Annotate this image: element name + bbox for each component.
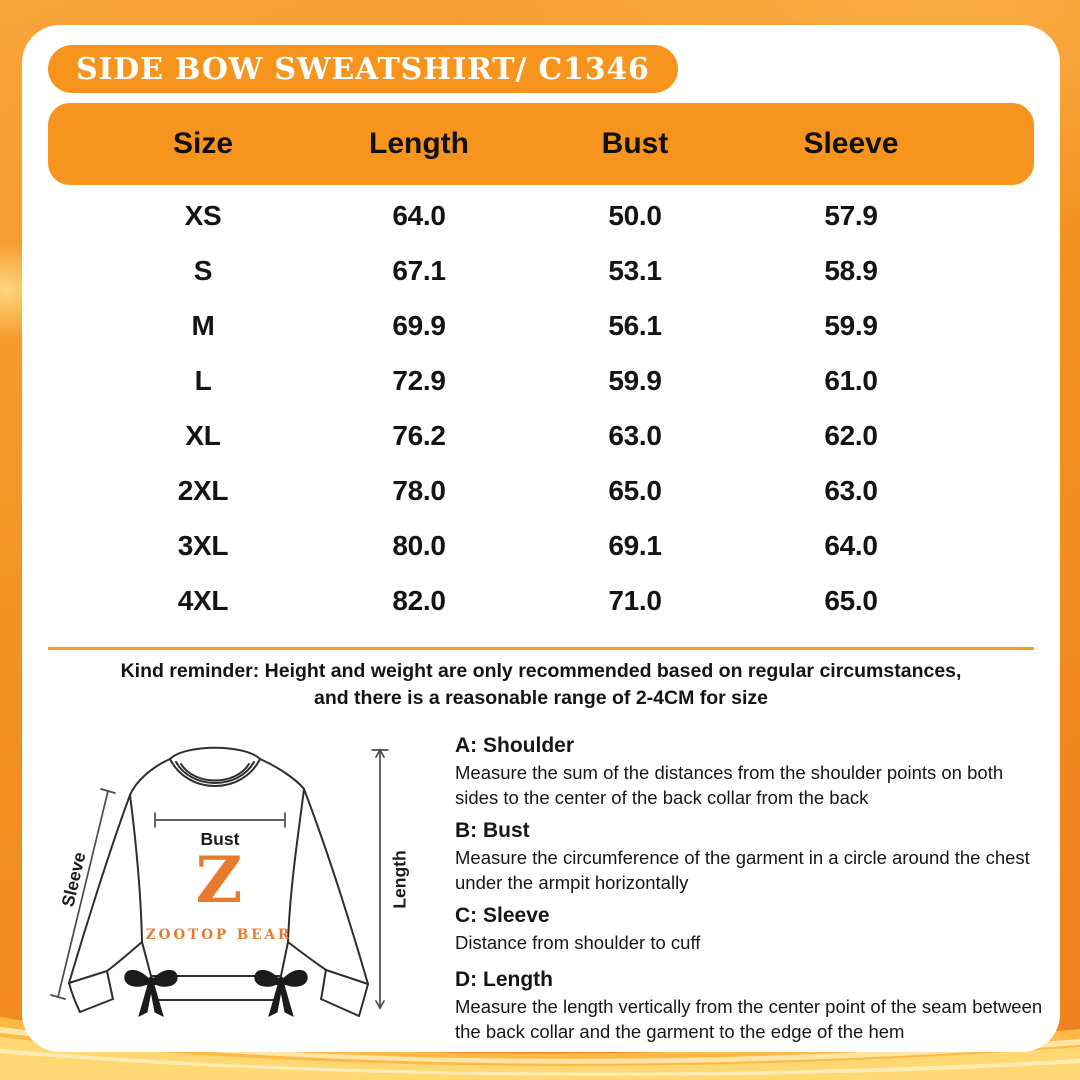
sleeve-cell: 63.0 <box>824 474 878 506</box>
guide-body: Measure the circumference of the garment… <box>455 847 1030 893</box>
guide-block-shoulder: A: Shoulder Measure the sum of the dista… <box>455 733 1047 810</box>
size-cell: L <box>194 364 212 396</box>
length-cell: 78.0 <box>392 474 446 506</box>
guide-body: Distance from shoulder to cuff <box>455 932 701 953</box>
measurement-guide: A: Shoulder Measure the sum of the dista… <box>455 733 1047 1052</box>
table-row: M 69.9 56.1 59.9 <box>48 298 1034 353</box>
bust-cell: 65.0 <box>608 474 662 506</box>
guide-body: Measure the length vertically from the c… <box>455 996 1043 1042</box>
orange-divider-line <box>48 647 1034 650</box>
zootop-bear-monogram-icon: Z <box>195 843 243 918</box>
sleeve-cell: 64.0 <box>824 529 878 561</box>
guide-heading: D: Length <box>455 968 553 991</box>
table-row: XS 64.0 50.0 57.9 <box>48 188 1034 243</box>
column-header-sleeve: Sleeve <box>803 127 899 160</box>
guide-body: Measure the sum of the distances from th… <box>455 762 1004 808</box>
table-row: 3XL 80.0 69.1 64.0 <box>48 518 1034 573</box>
product-title-badge: SIDE BOW SWEATSHIRT/ C1346 <box>48 45 678 93</box>
length-cell: 72.9 <box>392 364 446 396</box>
sleeve-cell: 61.0 <box>824 364 878 396</box>
size-cell: S <box>193 254 213 286</box>
size-cell: 3XL <box>177 529 229 561</box>
guide-heading: B: Bust <box>455 819 530 842</box>
size-cell: 2XL <box>177 474 229 506</box>
size-table-header-row: Size Length Bust Sleeve <box>48 103 1034 185</box>
sweatshirt-outline-svg <box>50 746 389 1017</box>
length-cell: 69.9 <box>392 309 446 341</box>
bust-dimension-label: Bust <box>200 829 240 849</box>
table-row: XL 76.2 63.0 62.0 <box>48 408 1034 463</box>
table-row: S 67.1 53.1 58.9 <box>48 243 1034 298</box>
column-header-bust: Bust <box>601 127 669 160</box>
guide-heading: A: Shoulder <box>455 734 574 757</box>
size-chart-card: SIDE BOW SWEATSHIRT/ C1346 Size Length B… <box>22 25 1060 1052</box>
kind-reminder-text: Kind reminder: Height and weight are onl… <box>22 658 1060 712</box>
length-cell: 76.2 <box>392 419 446 451</box>
length-cell: 67.1 <box>392 254 446 286</box>
guide-block-sleeve: C: Sleeve Distance from shoulder to cuff <box>455 903 1047 955</box>
background-waves-decoration <box>0 1017 1080 1080</box>
length-cell: 82.0 <box>392 584 446 616</box>
column-header-size: Size <box>172 127 234 160</box>
size-cell: XL <box>185 419 221 451</box>
guide-block-bust: B: Bust Measure the circumference of the… <box>455 818 1047 895</box>
size-cell: XS <box>184 199 222 231</box>
length-cell: 64.0 <box>392 199 446 231</box>
size-cell: M <box>191 309 215 341</box>
bust-cell: 63.0 <box>608 419 662 451</box>
sleeve-cell: 62.0 <box>824 419 878 451</box>
size-cell: 4XL <box>177 584 229 616</box>
sleeve-cell: 57.9 <box>824 199 878 231</box>
size-table-body: XS 64.0 50.0 57.9 S 67.1 53.1 58.9 M 69.… <box>48 188 1034 628</box>
kind-reminder-line2: and there is a reasonable range of 2-4CM… <box>313 687 769 709</box>
bust-cell: 69.1 <box>608 529 662 561</box>
sweatshirt-measurement-diagram: Bust Sleeve Length Z ZOOTOP BEAR <box>30 737 440 1052</box>
guide-block-length: D: Length Measure the length vertically … <box>455 967 1047 1044</box>
table-row: L 72.9 59.9 61.0 <box>48 353 1034 408</box>
side-bow-right <box>254 969 308 1017</box>
measurement-lines <box>50 748 389 1010</box>
guide-heading: C: Sleeve <box>455 904 550 927</box>
kind-reminder-line1: Kind reminder: Height and weight are onl… <box>120 660 962 682</box>
table-row: 2XL 78.0 65.0 63.0 <box>48 463 1034 518</box>
zootop-bear-brand-text: ZOOTOP BEAR <box>145 927 293 943</box>
bust-cell: 50.0 <box>608 199 662 231</box>
bust-cell: 56.1 <box>608 309 662 341</box>
length-cell: 80.0 <box>392 529 446 561</box>
sleeve-cell: 65.0 <box>824 584 878 616</box>
bust-cell: 53.1 <box>608 254 662 286</box>
sleeve-cell: 59.9 <box>824 309 878 341</box>
column-header-length: Length <box>369 127 469 160</box>
bust-cell: 59.9 <box>608 364 662 396</box>
side-bow-left <box>124 969 178 1017</box>
sleeve-cell: 58.9 <box>824 254 878 286</box>
table-row: 4XL 82.0 71.0 65.0 <box>48 573 1034 628</box>
bust-cell: 71.0 <box>608 584 662 616</box>
length-dimension-label: Length <box>389 850 410 909</box>
